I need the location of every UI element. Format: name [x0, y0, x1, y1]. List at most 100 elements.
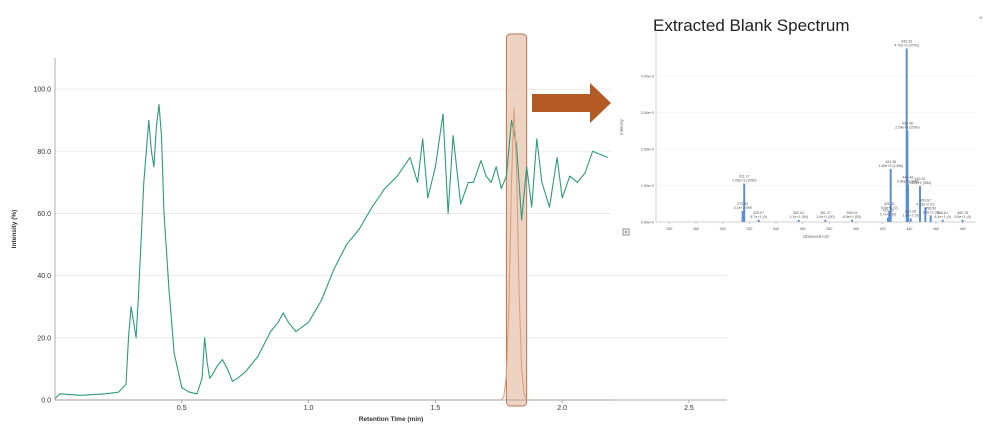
peak-sublabel: 9.86e+2 (988)	[897, 180, 919, 184]
peak-sublabel: 5.6e+1 (0)	[954, 215, 970, 219]
peak-label: 453.67	[920, 198, 931, 202]
peak-label: 433.48	[902, 122, 913, 126]
spectrum-bar	[889, 169, 892, 222]
spectrum-bar	[919, 186, 921, 222]
spectrum-y-tick-label: 3.00e+3	[641, 111, 654, 115]
peak-label: 424.36	[885, 160, 896, 164]
spectrum-bar	[929, 215, 932, 222]
expand-icon[interactable]	[622, 228, 630, 236]
peak-label: 311.17	[739, 175, 750, 179]
close-icon[interactable]: ✕	[979, 15, 983, 20]
peak-sublabel: 2.54e+3 (2500)	[895, 126, 919, 130]
peak-label: 399.61	[847, 211, 858, 215]
x-tick-label: 0.5	[177, 405, 187, 412]
peak-sublabel: 1.05e+3 (1050)	[732, 179, 756, 183]
y-tick-label: 80.0	[37, 149, 51, 156]
peak-sublabel: 1.45e+3 (1446)	[878, 164, 902, 168]
peak-label: 270.00	[737, 202, 748, 206]
spectrum-y-tick-label: 0.00e+0	[641, 221, 654, 225]
y-axis-label: Intensity (%)	[11, 210, 18, 249]
peak-label: 381.27	[820, 211, 831, 215]
spectrum-x-tick-label: 300	[720, 227, 726, 231]
peak-sublabel: 6.6e+2 (0)	[881, 206, 897, 210]
peak-sublabel: 4.13e+2 (0)	[916, 202, 934, 206]
peak-label: 415.15	[883, 209, 894, 213]
x-tick-label: 2.0	[557, 405, 567, 412]
peak-sublabel: 9.84e+2 (984)	[909, 181, 931, 185]
spectrum-inset: Extracted Blank Spectrum ✕ 311.171.05e+3…	[611, 0, 983, 262]
spectrum-bar	[741, 211, 744, 222]
y-tick-label: 60.0	[37, 211, 51, 218]
y-tick-label: 40.0	[37, 273, 51, 280]
spectrum-x-ticks: 250 260 300 320 340 360 380 400 420 440 460 480	[666, 222, 966, 231]
spectrum-bar	[909, 218, 912, 222]
main-series	[54, 104, 609, 399]
x-tick-label: 1.0	[304, 405, 314, 412]
spectrum-bar	[941, 219, 944, 222]
peak-sublabel: 4.75e+3 (4750)	[894, 43, 918, 47]
x-axis-label: Retention Time (min)	[359, 416, 424, 423]
peak-sublabel: 2.1e+2 999	[734, 206, 752, 210]
peak-label: 480.76	[957, 211, 968, 215]
extracted-series	[55, 107, 613, 401]
spectrum-peak-labels: 311.171.05e+3 (1050) 270.002.1e+2 999325.…	[732, 39, 971, 218]
x-axis-ticks: 0.5 1.0 1.5 2.0 2.5	[177, 400, 694, 412]
spectrum-x-tick-label: 250	[666, 227, 672, 231]
spectrum-x-tick-label: 460	[933, 227, 939, 231]
x-tick-label: 2.5	[684, 405, 694, 412]
spectrum-bar	[924, 207, 927, 222]
spectrum-y-tick-label: 1.00e+3	[641, 184, 654, 188]
peak-label: 466.81	[937, 211, 948, 215]
spectrum-y-tick-label: 4.00e+3	[641, 74, 654, 78]
peak-label: 325.07	[753, 211, 764, 215]
main-series-line	[54, 104, 609, 399]
y-tick-label: 0.0	[41, 398, 51, 405]
spectrum-x-tick-label: 360	[800, 227, 806, 231]
spectrum-bar	[851, 219, 853, 222]
peak-label: 456.50	[925, 206, 936, 210]
spectrum-x-tick-label: 380	[826, 227, 832, 231]
spectrum-x-tick-label: 400	[853, 227, 859, 231]
chart-axes	[54, 58, 727, 401]
spectrum-axes	[655, 32, 976, 223]
spectrum-bar	[907, 184, 909, 222]
peak-sublabel: 8.7e+1 (0)	[750, 215, 766, 219]
spectrum-bar	[824, 219, 827, 222]
spectrum-y-ticks: 0.00e+0 1.00e+3 2.00e+3 3.00e+3 4.00e+3	[641, 74, 654, 224]
y-tick-label: 100.0	[33, 87, 51, 94]
highlight-region	[505, 33, 528, 407]
spectrum-bar	[887, 217, 889, 222]
spectrum-bar	[757, 219, 760, 222]
spectrum-x-tick-label: 420	[880, 227, 886, 231]
spectrum-x-tick-label: 440	[906, 227, 912, 231]
spectrum-y-label: Intensity	[619, 118, 624, 135]
spectrum-bar	[797, 219, 800, 222]
y-axis-ticks: 0.0 20.0 40.0 60.0 80.0 100.0	[33, 87, 51, 405]
spectrum-bar	[743, 183, 746, 222]
spectrum-x-label: Observed m/z	[803, 234, 829, 239]
spectrum-x-tick-label: 340	[773, 227, 779, 231]
peak-sublabel: 1.0e+2 (0)	[902, 213, 918, 217]
peak-sublabel: 2.7e+2 (0)	[880, 213, 896, 217]
spectrum-bar	[888, 211, 891, 222]
spectrum-x-tick-label: 320	[746, 227, 752, 231]
spectrum-y-tick-label: 2.00e+3	[641, 147, 654, 151]
spectrum-x-tick-label: 260	[693, 227, 699, 231]
peak-label: 445.46	[903, 176, 914, 180]
spectrum-bars	[741, 48, 964, 222]
arrow-icon	[532, 83, 611, 123]
peak-label: 432.28	[905, 209, 916, 213]
peak-sublabel: 6.4e+1 (0)	[934, 215, 950, 219]
y-tick-label: 20.0	[37, 335, 51, 342]
extracted-series-line	[55, 107, 613, 401]
peak-label: 449.32	[915, 177, 926, 181]
x-tick-label: 1.5	[431, 405, 441, 412]
peak-sublabel: 1.0e+1 (50)	[816, 215, 834, 219]
spectrum-bar	[906, 130, 909, 222]
peak-sublabel: 6.5e+1 (53)	[843, 215, 861, 219]
peak-label: 421.41	[884, 202, 895, 206]
peak-label: 433.33	[901, 39, 912, 43]
spectrum-bar	[961, 219, 964, 222]
peak-sublabel: 1.3e+2 (0)	[922, 210, 938, 214]
